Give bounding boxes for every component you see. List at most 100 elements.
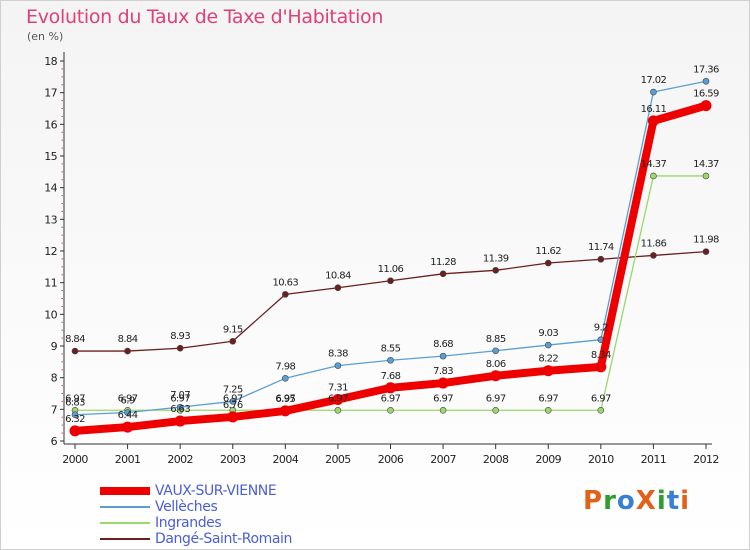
data-label-vaux-sur-vienne: 16.11: [641, 104, 667, 115]
data-label-dang-saint-romain: 11.28: [430, 257, 456, 268]
data-label-vell-ches: 9.2: [594, 323, 608, 334]
data-point-dang-saint-romain: [124, 347, 131, 355]
data-label-ingrandes: 6.97: [591, 393, 611, 404]
data-label-vaux-sur-vienne: 7.31: [328, 383, 348, 394]
data-label-vell-ches: 6.83: [65, 398, 85, 409]
y-tick-label: 18: [44, 55, 57, 68]
y-tick-label: 6: [51, 435, 58, 448]
data-point-vaux-sur-vienne: [700, 100, 712, 112]
data-label-vaux-sur-vienne: 6.76: [223, 400, 243, 411]
data-label-vaux-sur-vienne: 8.22: [538, 354, 558, 365]
data-point-dang-saint-romain: [492, 267, 499, 274]
data-label-vaux-sur-vienne: 6.44: [118, 410, 138, 421]
data-point-dang-saint-romain: [176, 344, 184, 352]
y-tick-label: 14: [44, 182, 57, 195]
x-tick-label: 2005: [325, 453, 351, 466]
legend-swatch: [100, 506, 150, 508]
data-point-vaux-sur-vienne: [437, 377, 449, 389]
data-label-ingrandes: 6.97: [328, 393, 348, 404]
y-tick-label: 13: [44, 213, 57, 226]
data-label-ingrandes: 14.37: [693, 159, 719, 170]
data-label-dang-saint-romain: 11.06: [378, 264, 404, 275]
logo-letter: i: [680, 486, 691, 516]
data-label-vaux-sur-vienne: 16.59: [693, 89, 719, 100]
y-tick-label: 17: [44, 87, 57, 100]
data-point-dang-saint-romain: [597, 255, 605, 263]
data-point-dang-saint-romain: [650, 252, 657, 259]
data-label-dang-saint-romain: 10.63: [273, 277, 299, 288]
data-point-vaux-sur-vienne: [490, 370, 502, 382]
data-label-dang-saint-romain: 8.93: [170, 331, 190, 342]
line-chart: 6 7 8 9 10 11 12 13 14 15 16 17 18 2000 2001 2002 2003 20…: [44, 52, 720, 466]
data-label-vaux-sur-vienne: 7.83: [433, 366, 453, 377]
data-label-vell-ches: 7.98: [275, 361, 295, 372]
data-point-vell-ches: [124, 409, 131, 416]
x-tick-label: 2006: [378, 453, 404, 466]
legend-label: Vellèches: [155, 499, 218, 515]
data-point-ingrandes: [439, 406, 447, 414]
chart-unit: (en %): [27, 30, 64, 43]
x-tick-label: 2011: [641, 453, 667, 466]
data-label-ingrandes: 6.97: [170, 393, 190, 404]
data-point-vaux-sur-vienne: [647, 115, 659, 127]
y-tick-label: 8: [51, 372, 58, 385]
data-point-ingrandes: [597, 406, 605, 414]
y-tick-label: 9: [51, 340, 58, 353]
data-label-vaux-sur-vienne: 8.06: [486, 359, 506, 370]
data-label-ingrandes: 6.97: [433, 393, 453, 404]
logo-letter: X: [635, 486, 657, 516]
data-point-vell-ches: [702, 77, 710, 85]
data-label-dang-saint-romain: 9.15: [223, 324, 243, 335]
data-point-vell-ches: [282, 374, 289, 382]
data-label-ingrandes: 14.37: [641, 159, 667, 170]
data-point-dang-saint-romain: [544, 259, 552, 267]
data-point-dang-saint-romain: [387, 277, 394, 285]
legend-label: VAUX-SUR-VIENNE: [155, 483, 277, 499]
data-point-vell-ches: [176, 403, 184, 411]
data-label-dang-saint-romain: 8.84: [118, 334, 138, 345]
data-label-vell-ches: 9.03: [538, 328, 558, 339]
data-point-dang-saint-romain: [334, 284, 342, 292]
data-point-vaux-sur-vienne: [595, 361, 607, 373]
x-tick-label: 2007: [430, 453, 456, 466]
data-label-vaux-sur-vienne: 6.32: [65, 414, 85, 425]
data-point-vaux-sur-vienne: [385, 382, 396, 394]
data-point-vaux-sur-vienne: [227, 411, 239, 423]
y-tick-label: 15: [44, 150, 57, 163]
data-label-dang-saint-romain: 10.84: [325, 271, 351, 282]
data-point-vell-ches: [492, 347, 499, 355]
legend-swatch: [100, 522, 150, 524]
data-point-dang-saint-romain: [439, 270, 447, 278]
data-label-vaux-sur-vienne: 8.34: [591, 350, 611, 361]
legend-swatch: [100, 487, 150, 495]
x-tick-label: 2000: [62, 453, 88, 466]
data-point-dang-saint-romain: [282, 291, 289, 298]
data-point-dang-saint-romain: [71, 347, 79, 355]
data-point-vell-ches: [544, 341, 552, 349]
data-point-vell-ches: [650, 88, 657, 96]
data-label-ingrandes: 6.97: [538, 393, 558, 404]
data-label-dang-saint-romain: 11.98: [693, 235, 719, 246]
y-tick-label: 16: [44, 118, 57, 131]
data-point-ingrandes: [334, 406, 342, 414]
data-label-vell-ches: 7.07: [170, 390, 190, 401]
x-tick-label: 2004: [273, 453, 299, 466]
data-label-dang-saint-romain: 11.39: [483, 253, 509, 264]
data-label-vell-ches: 8.38: [328, 349, 348, 360]
data-point-ingrandes: [650, 172, 657, 180]
x-tick-label: 2008: [483, 453, 509, 466]
chart-title: Evolution du Taux de Taxe d'Habitation: [26, 6, 384, 28]
x-tick-label: 2003: [220, 453, 246, 466]
data-point-vaux-sur-vienne: [279, 405, 291, 417]
x-tick-label: 2012: [693, 453, 719, 466]
logo-letter: r: [603, 486, 617, 516]
data-label-ingrandes: 6.97: [223, 393, 243, 404]
data-label-vell-ches: 8.68: [433, 339, 453, 350]
data-label-vaux-sur-vienne: 6.95: [275, 394, 295, 405]
data-point-vell-ches: [71, 411, 79, 419]
data-point-ingrandes: [702, 172, 710, 180]
data-point-dang-saint-romain: [702, 248, 710, 255]
x-tick-label: 2002: [167, 453, 193, 466]
data-label-ingrandes: 6.97: [65, 393, 85, 404]
